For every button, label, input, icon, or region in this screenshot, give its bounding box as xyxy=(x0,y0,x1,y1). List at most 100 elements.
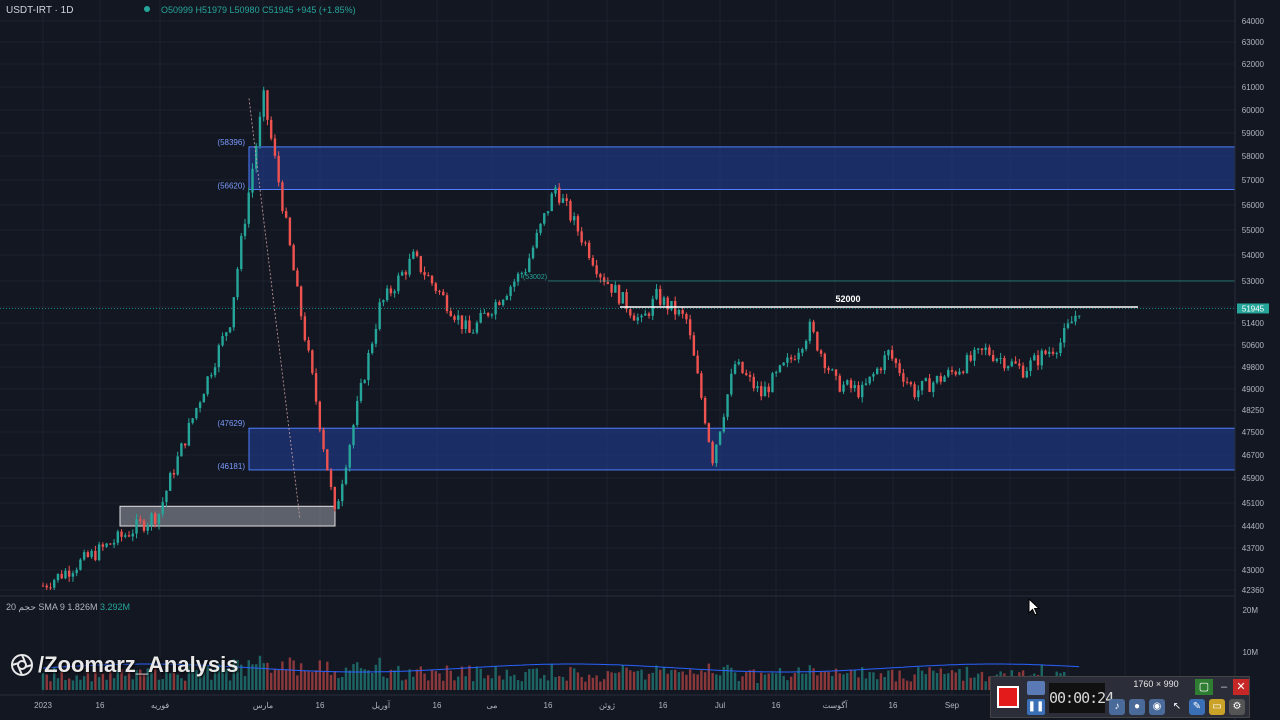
candle-body xyxy=(774,371,778,374)
candle-body xyxy=(614,285,617,293)
minimize-icon[interactable]: – xyxy=(1220,681,1228,693)
candle-body xyxy=(490,314,494,316)
cursor-icon[interactable]: ↖ xyxy=(1172,701,1182,712)
volume-legend-label[interactable]: حجم 20 SMA 9 xyxy=(6,602,65,612)
candle-body xyxy=(789,357,793,360)
candle-body xyxy=(1010,361,1014,367)
volume-bar xyxy=(748,670,752,690)
volume-bar xyxy=(887,670,890,690)
volume-bar xyxy=(932,670,935,690)
candle-body xyxy=(924,378,928,381)
volume-bar xyxy=(505,669,509,690)
candle-body xyxy=(67,570,71,577)
volume-bar xyxy=(685,674,688,690)
close-icon[interactable]: ✕ xyxy=(1233,679,1249,695)
time-tick-label: 16 xyxy=(544,701,553,710)
candle-body xyxy=(438,290,441,292)
camera-icon[interactable] xyxy=(1027,681,1045,695)
candle-body xyxy=(569,200,572,221)
region-icon[interactable]: ▢ xyxy=(1195,679,1213,695)
candle-body xyxy=(419,256,423,272)
volume-bar xyxy=(243,675,247,690)
candle-body xyxy=(947,370,950,377)
candle-body xyxy=(509,286,512,297)
volume-bar xyxy=(303,670,307,690)
pause-icon[interactable]: ❚❚ xyxy=(1027,699,1045,715)
candle-body xyxy=(842,384,845,392)
volume-bar xyxy=(962,680,965,690)
candle-body xyxy=(644,313,647,316)
volume-bar xyxy=(56,678,60,690)
volume-bar xyxy=(543,674,546,690)
volume-bar xyxy=(468,665,471,690)
volume-bar xyxy=(950,670,954,690)
microphone-icon[interactable]: ● xyxy=(1129,699,1145,715)
candle-body xyxy=(980,348,984,351)
volume-bar xyxy=(804,673,808,690)
volume-bar xyxy=(180,678,183,690)
volume-bar xyxy=(344,667,348,690)
time-tick-label: 2023 xyxy=(34,701,52,710)
symbol-label[interactable]: USDT-IRT · 1D xyxy=(6,5,74,16)
candle-body xyxy=(849,380,853,389)
volume-bar xyxy=(430,669,434,690)
pen-icon[interactable]: ✎ xyxy=(1189,699,1205,715)
settings-gear-icon[interactable]: ⚙ xyxy=(1229,699,1245,715)
candle-body xyxy=(292,245,295,271)
candle-body xyxy=(726,394,729,417)
volume-bar xyxy=(139,669,142,690)
ohlc-readout: O50999 H51979 L50980 C51945 +945 (+1.85%… xyxy=(160,5,356,15)
last-price-badge xyxy=(1237,303,1269,314)
volume-bar xyxy=(120,669,123,690)
candle-body xyxy=(632,315,636,321)
candle-body xyxy=(528,258,531,273)
volume-bar xyxy=(490,678,494,690)
overlays-layer: 52000 (53002) xyxy=(0,98,1235,520)
volume-bar xyxy=(198,676,202,690)
volume-tick-label: 10M xyxy=(1242,648,1258,657)
volume-bar xyxy=(352,664,355,690)
candle-body xyxy=(554,187,557,194)
volume-bar xyxy=(142,674,146,690)
candle-body xyxy=(217,345,221,368)
volume-bar xyxy=(41,673,45,690)
volume-bar xyxy=(621,665,625,690)
volume-bar xyxy=(834,668,838,690)
volume-bar xyxy=(984,681,987,690)
volume-bar xyxy=(786,680,789,690)
price-tick-label: 53000 xyxy=(1242,277,1265,286)
candle-body xyxy=(165,490,168,503)
candle-body xyxy=(232,297,235,328)
volume-bar xyxy=(116,669,120,690)
candle-body xyxy=(124,535,127,537)
candle-body xyxy=(314,373,318,402)
candle-body xyxy=(434,283,437,291)
volume-bar xyxy=(389,669,393,690)
candle-body xyxy=(1044,350,1047,354)
volume-bar xyxy=(857,677,860,690)
candle-body xyxy=(1036,355,1040,366)
candle-body xyxy=(277,155,280,183)
record-stop-button[interactable] xyxy=(997,686,1019,708)
speaker-icon[interactable]: ♪ xyxy=(1109,699,1125,715)
volume-bar xyxy=(816,675,819,690)
candle-body xyxy=(464,320,467,330)
volume-bar xyxy=(131,679,134,690)
candle-body xyxy=(258,116,262,146)
volume-bar xyxy=(730,667,733,690)
candle-body xyxy=(97,544,101,560)
candle-body xyxy=(1006,366,1010,369)
volume-bar xyxy=(348,670,351,690)
folder-icon[interactable]: ▭ xyxy=(1209,699,1225,715)
volume-bar xyxy=(202,667,206,690)
volume-bar xyxy=(771,672,774,690)
candle-body xyxy=(198,402,202,409)
candle-body xyxy=(677,310,681,315)
volume-bar xyxy=(576,672,580,690)
webcam-icon[interactable]: ◉ xyxy=(1149,699,1165,715)
candle-body xyxy=(872,373,875,377)
volume-bar xyxy=(789,676,793,690)
volume-bar xyxy=(453,680,456,690)
